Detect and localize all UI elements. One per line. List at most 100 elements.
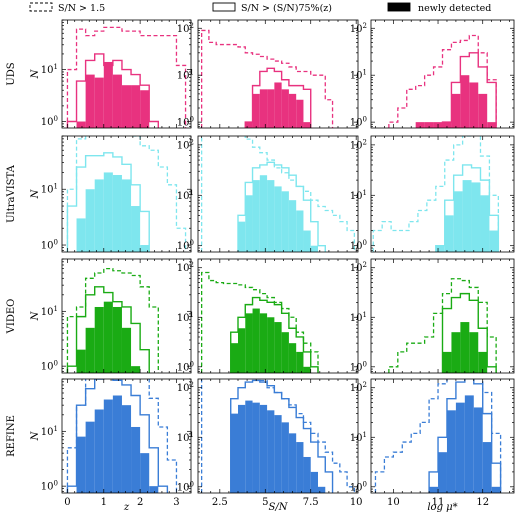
legend-solid-label: S/N > (S/N)75%(z) [241, 3, 332, 14]
filled-bar [274, 186, 282, 252]
y-tick-label: 100 [41, 480, 58, 493]
filled-bar [288, 343, 297, 373]
filled-bar [491, 486, 501, 493]
y-tick-label: 100 [350, 480, 367, 493]
y-tick-label: 100 [350, 360, 367, 373]
x-tick-label: 7.5 [303, 497, 319, 508]
filled-bar [103, 61, 113, 128]
x-tick-label: 11 [432, 497, 445, 508]
filled-bar [259, 313, 268, 373]
y-tick-exponent: 1 [54, 63, 58, 71]
y-tick-exponent: 0 [363, 360, 367, 368]
x-axis-label-z: z [123, 502, 130, 512]
panel-plot-area [66, 268, 159, 373]
legend-solid-swatch [212, 2, 236, 12]
panel-plot-area [200, 379, 356, 493]
filled-bar [267, 317, 275, 373]
dashed-histogram-line [388, 34, 497, 128]
filled-bar [451, 332, 461, 373]
panel-plot-area [388, 278, 497, 373]
y-axis-label: N [30, 430, 41, 441]
y-tick-exponent: 0 [190, 360, 194, 368]
y-tick-exponent: 0 [190, 116, 194, 124]
filled-bar [267, 89, 275, 128]
panel-plot-area [66, 379, 178, 493]
legend: S/N > 1.5 S/N > (S/N)75%(z) newly detect… [29, 2, 491, 14]
y-tick-label: 102 [350, 261, 367, 274]
legend-filled-swatch [387, 2, 411, 12]
filled-bar [469, 82, 479, 128]
filled-bar [288, 200, 297, 252]
y-tick-label: 102 [350, 22, 367, 35]
y-tick-label: 100 [41, 239, 58, 252]
solid-histogram-line [244, 67, 312, 128]
y-tick-exponent: 1 [190, 431, 194, 439]
filled-bar [478, 93, 488, 128]
y-tick-label: 101 [177, 311, 194, 324]
filled-bar [121, 85, 132, 128]
x-tick-label: 12 [476, 497, 489, 508]
panel-plot-area [200, 136, 356, 252]
y-tick-label: 101 [350, 311, 367, 324]
filled-bar [94, 77, 104, 128]
panel-plot-area [388, 34, 497, 128]
filled-bar [462, 180, 472, 252]
y-tick-exponent: 2 [190, 261, 194, 269]
y-tick-label: 100 [177, 239, 194, 252]
y-tick-exponent: 2 [190, 22, 194, 30]
filled-bar [471, 182, 481, 252]
filled-bar [303, 456, 311, 493]
y-tick-label: 101 [350, 69, 367, 82]
y-tick-exponent: 0 [363, 480, 367, 488]
solid-histogram-line [230, 296, 319, 373]
filled-bar [281, 332, 289, 373]
y-tick-label: 102 [177, 138, 194, 151]
filled-bar [281, 191, 289, 252]
panel-plot-area [374, 379, 502, 493]
panel-frame [61, 378, 192, 494]
x-tick-label: 2.5 [212, 497, 228, 508]
filled-bar [252, 180, 260, 252]
filled-bar [442, 351, 452, 373]
filled-bar [464, 395, 474, 493]
filled-bar [296, 210, 304, 252]
y-tick-exponent: 1 [190, 311, 194, 319]
filled-bar [76, 121, 86, 128]
x-tick-label: 2 [137, 497, 143, 508]
filled-bar [121, 327, 132, 373]
filled-bar [76, 218, 86, 252]
row-label-video: VIDEO [6, 299, 17, 335]
y-tick-label: 101 [350, 189, 367, 202]
filled-bar [245, 313, 253, 373]
y-tick-exponent: 2 [363, 22, 367, 30]
y-tick-label: 102 [177, 381, 194, 394]
y-tick-label: 100 [350, 116, 367, 129]
filled-bar [480, 195, 490, 252]
filled-bar [429, 486, 439, 493]
filled-bar [252, 93, 260, 128]
filled-bar [303, 366, 311, 373]
panel-plot-area [200, 271, 319, 373]
solid-histogram-line [237, 161, 326, 252]
filled-bar [259, 404, 268, 493]
y-axis-label: N [30, 188, 41, 199]
panel-frame [370, 378, 515, 494]
filled-bar [85, 327, 95, 373]
solid-histogram-line [441, 52, 497, 128]
y-tick-label: 100 [177, 480, 194, 493]
filled-bar [274, 82, 282, 128]
y-tick-label: 101 [41, 183, 58, 196]
y-tick-label: 100 [41, 360, 58, 373]
y-tick-label: 100 [41, 115, 58, 128]
dashed-histogram-line [66, 26, 187, 128]
row-label-ultravista: UltraVISTA [6, 164, 17, 223]
legend-filled-label: newly detected [418, 3, 491, 14]
y-tick-exponent: 0 [363, 116, 367, 124]
filled-bar [442, 122, 452, 128]
y-tick-exponent: 1 [363, 69, 367, 77]
